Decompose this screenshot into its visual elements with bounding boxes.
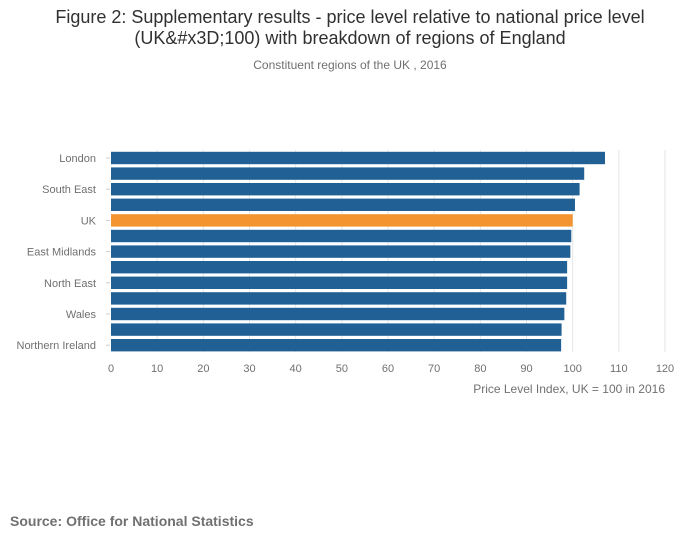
x-tick-label: 90	[520, 363, 532, 375]
y-tick-label: Northern Ireland	[17, 340, 97, 352]
source-note: Source: Office for National Statistics	[10, 513, 254, 529]
x-tick-label: 80	[474, 363, 486, 375]
bar-row-9	[111, 292, 567, 305]
y-tick-label: South East	[42, 184, 96, 196]
bar-east-midlands	[111, 245, 571, 258]
chart-subtitle: Constituent regions of the UK , 2016	[253, 58, 447, 72]
y-tick-label: North East	[44, 278, 96, 290]
bar-north-east	[111, 276, 568, 289]
x-tick-label: 50	[336, 363, 348, 375]
x-tick-label: 60	[382, 363, 394, 375]
bar-row-11	[111, 323, 562, 336]
x-tick-label: 70	[428, 363, 440, 375]
bar-south-east	[111, 183, 580, 196]
chart-title: Figure 2: Supplementary results - price …	[0, 7, 700, 49]
y-tick-label: Wales	[66, 309, 97, 321]
x-tick-label: 120	[656, 363, 674, 375]
bar-row-3	[111, 198, 575, 211]
chart-title-line-1: Figure 2: Supplementary results - price …	[55, 7, 645, 27]
x-axis-title: Price Level Index, UK = 100 in 2016	[473, 382, 665, 396]
x-tick-label: 40	[290, 363, 302, 375]
x-tick-label: 100	[563, 363, 581, 375]
x-tick-label: 30	[243, 363, 255, 375]
y-tick-label: UK	[81, 215, 97, 227]
bar-wales	[111, 307, 565, 321]
y-tick-label: East Midlands	[27, 247, 97, 259]
source-text: Office for National Statistics	[66, 513, 254, 529]
x-tick-label: 20	[197, 363, 209, 375]
chart-title-line-2: (UK&#x3D;100) with breakdown of regions …	[134, 28, 566, 48]
source-label: Source:	[10, 513, 63, 529]
bar-london	[111, 151, 605, 165]
x-tick-label: 0	[108, 363, 114, 375]
x-tick-label: 110	[610, 363, 628, 375]
bar-northern-ireland	[111, 339, 562, 352]
bar-row-5	[111, 229, 572, 243]
bar-row-7	[111, 261, 568, 274]
bar-uk	[111, 214, 573, 227]
x-tick-label: 10	[151, 363, 163, 375]
bar-row-1	[111, 167, 585, 180]
y-tick-label: London	[59, 153, 96, 165]
